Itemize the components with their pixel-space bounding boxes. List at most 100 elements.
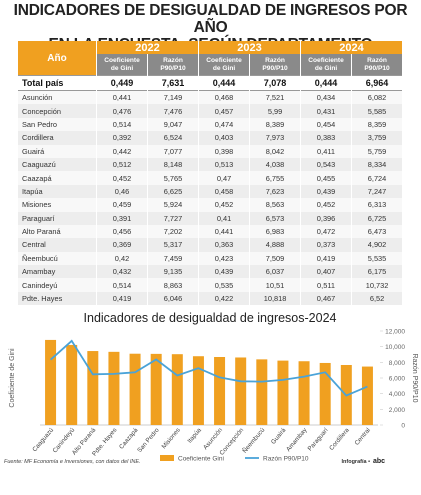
y2-tick-label: 10,000	[385, 344, 405, 351]
cell: 6,625	[148, 184, 199, 199]
subheader-cell: Coeficiente de Gini	[97, 54, 147, 75]
credit: Infografía •	[341, 459, 370, 465]
cell: 5,759	[352, 144, 403, 158]
x-tick-label: Central	[354, 427, 372, 447]
cell: 0,419	[301, 251, 352, 266]
y2-tick-label: 6,000	[389, 376, 406, 383]
cell: 10,732	[352, 278, 403, 292]
cell: 0,442	[97, 144, 147, 158]
row-label: Itapúa	[18, 184, 96, 199]
table-row: Itapúa 0,46 6,625 0,458 7,623 0,439 7,247	[18, 184, 403, 199]
cell: 0,441	[199, 224, 250, 239]
cell: 0,363	[199, 238, 250, 252]
logo: abc	[373, 458, 385, 465]
cell: 7,973	[250, 131, 301, 145]
bar	[87, 351, 99, 425]
cell: 6,983	[250, 224, 301, 239]
table-row: Caazapá 0,452 5,765 0,47 6,755 0,455 6,724	[18, 171, 403, 185]
cell: 0,42	[97, 251, 147, 266]
cell: 0,369	[97, 238, 147, 252]
row-label: Alto Paraná	[18, 224, 96, 239]
row-label: Paraguarí	[18, 211, 96, 225]
bar	[66, 344, 78, 425]
bar	[192, 356, 204, 425]
cell: 0,411	[301, 144, 352, 158]
row-label: Caaguazú	[18, 157, 96, 172]
table-row: Concepción 0,476 7,476 0,457 5,99 0,431 5,585	[18, 104, 403, 118]
cell: 0,383	[301, 131, 352, 145]
cell: 0,373	[301, 238, 352, 252]
year-row: Año 2022 2023 2024	[18, 41, 403, 75]
row-label: Total país	[18, 75, 96, 91]
bar	[108, 351, 120, 425]
row-label: Asunción	[18, 91, 96, 105]
cell: 0,452	[97, 171, 147, 185]
cell: 6,313	[352, 198, 403, 212]
x-tick-label: Itapúa	[186, 426, 203, 444]
cell: 0,432	[97, 265, 147, 279]
cell: 0,47	[199, 171, 250, 185]
cell: 0,444	[301, 75, 352, 91]
cell: 5,535	[352, 251, 403, 266]
cell: 6,037	[250, 265, 301, 279]
cell: 4,038	[250, 157, 301, 172]
cell: 8,334	[352, 157, 403, 172]
cell: 0,535	[199, 278, 250, 292]
row-label: Amambay	[18, 265, 96, 279]
row-label: Caazapá	[18, 171, 96, 185]
row-label: Pdte. Hayes	[18, 291, 96, 306]
cell: 7,459	[148, 251, 199, 266]
row-label: Misiones	[18, 198, 96, 212]
subheader-cell: Coeficiente de Gini	[199, 54, 250, 75]
corner-cell: Año	[18, 41, 96, 75]
cell: 0,474	[199, 117, 250, 132]
cell: 0,431	[301, 104, 352, 118]
x-tick-label: San Pedro	[136, 426, 161, 454]
cell: 7,149	[148, 91, 199, 105]
cell: 10,818	[250, 291, 301, 306]
cell: 8,359	[352, 117, 403, 132]
cell: 0,46	[97, 184, 147, 199]
chart-title: Indicadores de desigualdad de ingresos-2…	[84, 311, 337, 325]
bar	[256, 359, 268, 425]
subheader-cell: Razón P90/P10	[250, 54, 301, 75]
cell: 0,422	[199, 291, 250, 306]
cell: 10,51	[250, 278, 301, 292]
table-row: Ñeembucú 0,42 7,459 0,423 7,509 0,419 5,535	[18, 251, 403, 266]
cell: 6,175	[352, 265, 403, 279]
cell: 0,419	[97, 291, 147, 306]
row-label: Concepción	[18, 104, 96, 118]
cell: 8,563	[250, 198, 301, 212]
cell: 0,452	[301, 198, 352, 212]
cell: 6,046	[148, 291, 199, 306]
title-line: INDICADORES DE DESIGUALDAD DE INGRESOS P…	[13, 2, 408, 36]
bar	[298, 361, 310, 425]
subheader-row: Coeficiente de Gini Razón P90/P10 Coeficie…	[18, 54, 403, 75]
legend-label: Coeficiente Gini	[178, 456, 224, 463]
cell: 6,964	[352, 75, 403, 91]
bar	[45, 339, 57, 425]
source: Fuente: MF Economía e Inversiones, con d…	[4, 459, 141, 465]
cell: 0,391	[97, 211, 147, 225]
x-tick-label: Paraguarí	[307, 427, 330, 453]
subheader-cell: Coeficiente de Gini	[301, 54, 352, 75]
bar	[277, 360, 289, 425]
cell: 3,759	[352, 131, 403, 145]
cell: 0,472	[301, 224, 352, 239]
cell: 0,455	[301, 171, 352, 185]
cell: 7,631	[148, 75, 199, 91]
cell: 7,078	[250, 75, 301, 91]
year-cell: 2024	[301, 41, 403, 54]
y2-tick-label: 8,000	[389, 360, 406, 367]
cell: 0,439	[301, 184, 352, 199]
cell: 4,902	[352, 238, 403, 252]
row-label: Guairá	[18, 144, 96, 158]
bar	[150, 353, 162, 425]
x-tick-label: Ñeembucú	[240, 425, 267, 454]
y2-tick-label: 0	[401, 423, 405, 430]
table-row: Paraguarí 0,391 7,727 0,41 6,573 0,396 6,725	[18, 211, 403, 225]
y2-axis-label: Razón P90/P10	[411, 353, 418, 402]
row-label: Cordillera	[18, 131, 96, 145]
cell: 5,765	[148, 171, 199, 185]
